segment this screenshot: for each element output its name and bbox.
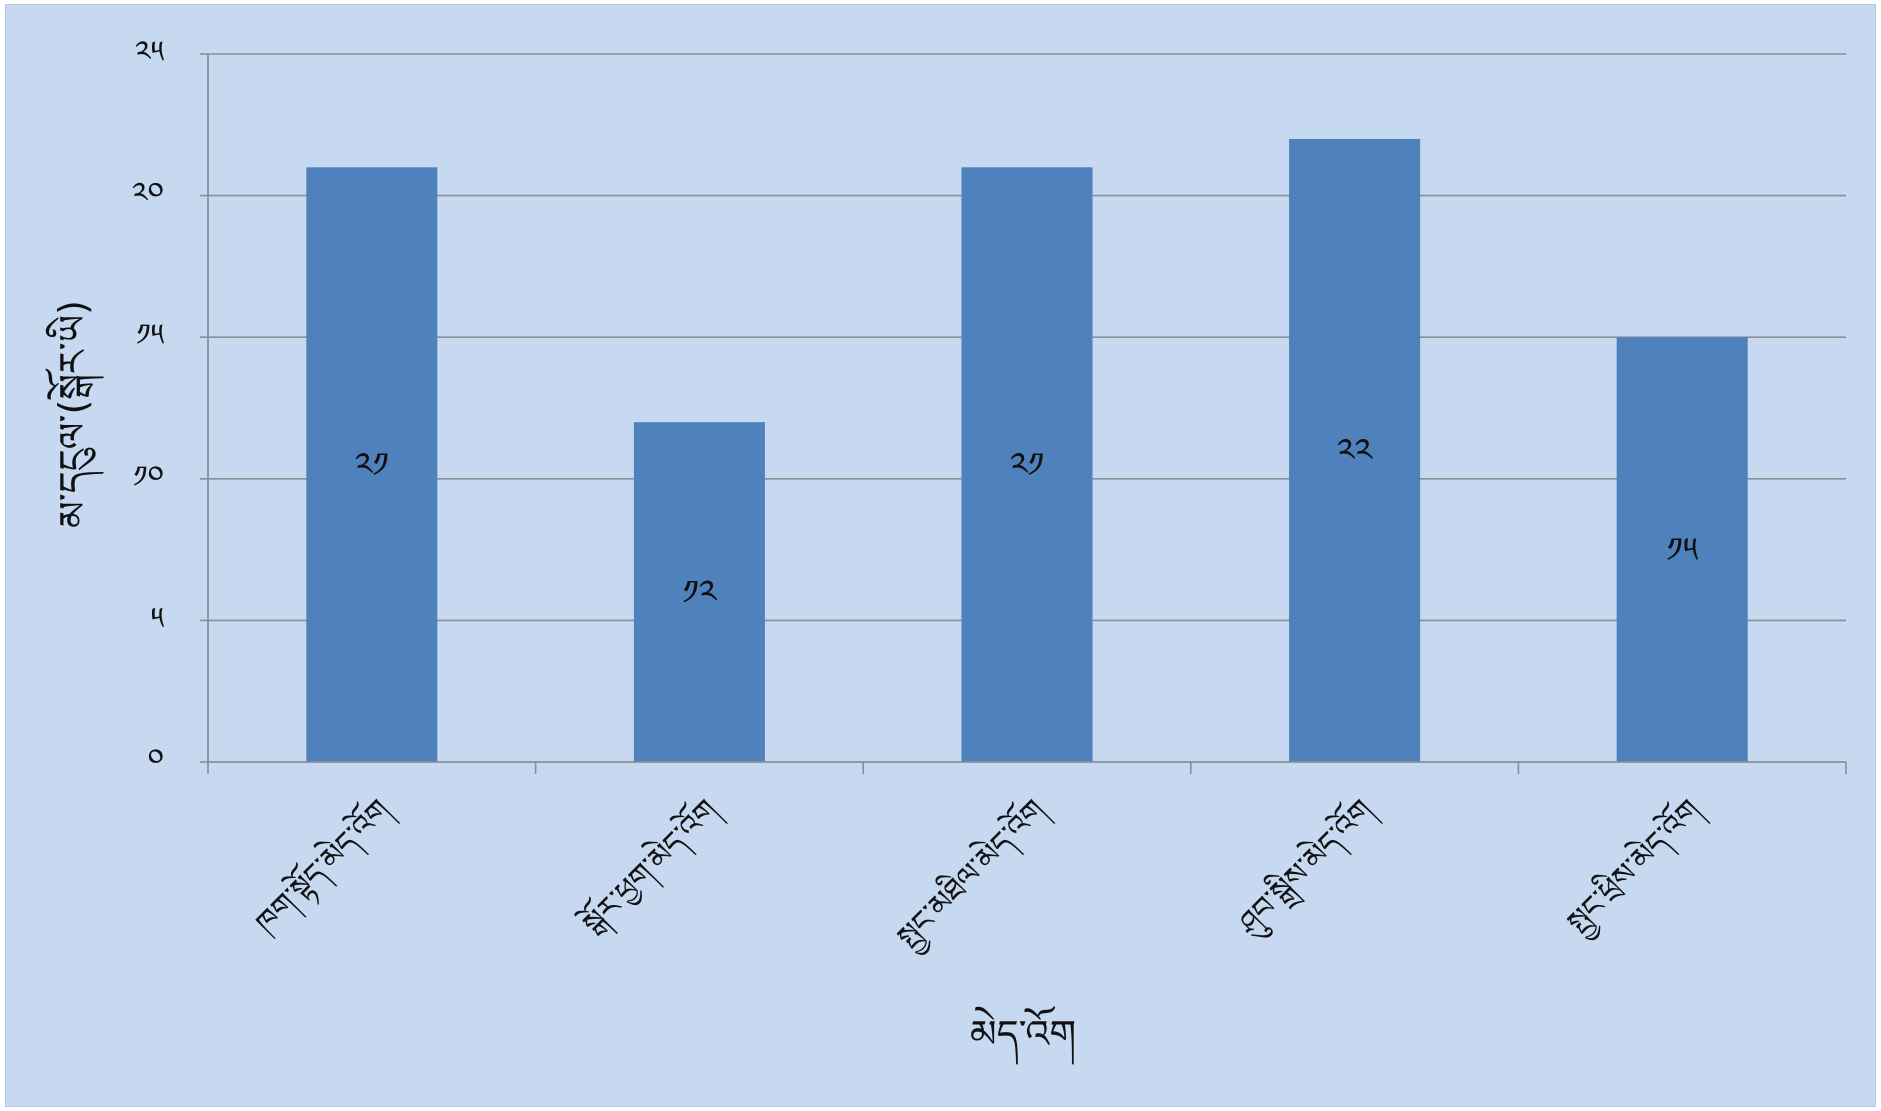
y-tick-label: ༠	[148, 743, 164, 778]
bar	[1616, 337, 1748, 762]
x-category-label: སྒོར་ཕྱག་མེད་འོག	[571, 789, 730, 948]
x-category-labels: ཁག་སྟོད་མེད་འོག སྒོར་ཕྱག་མེད་འོག སྤྱང་མཐིལ…	[245, 789, 1713, 960]
y-tick-label: ༡༠	[133, 460, 164, 495]
x-category-label: སྤྱང་མཐིལ་མེད་འོག	[886, 789, 1057, 960]
y-tick-label: ༡༥	[136, 318, 165, 353]
x-category-label: ཤུབ་སྒྲིས་མེད་འོག	[1227, 789, 1385, 947]
y-axis-title: མ་དངུལ་(སྒོར་ཡི)	[45, 300, 104, 528]
axes	[200, 53, 1847, 774]
bar	[633, 422, 765, 762]
x-axis-title: མེད་འོག	[970, 1006, 1076, 1065]
chart-frame: ༠ ༥ ༡༠ ༡༥ ༢༠ ༢༥ ཁག་སྟོད་མེད་འོག སྒོར་ཕྱག་མེད་འ…	[5, 4, 1876, 1107]
y-tick-label: ༢༠	[132, 177, 164, 212]
x-category-label: ཁག་སྟོད་མེད་འོག	[245, 789, 402, 946]
bar-chart: ༠ ༥ ༡༠ ༡༥ ༢༠ ༢༥ ཁག་སྟོད་མེད་འོག སྒོར་ཕྱག་མེད་འ…	[45, 35, 1847, 1065]
y-tick-label: ༢༥	[135, 35, 165, 70]
data-label: ༡༥	[1666, 531, 1698, 571]
bars	[306, 138, 1748, 762]
data-label: ༢༢	[1337, 431, 1374, 471]
x-category-label: སྤྱང་ཕྲིས་མེད་འོག	[1556, 789, 1713, 946]
data-label: ༡༢	[682, 573, 717, 613]
bar	[1289, 138, 1421, 762]
y-tick-label: ༥	[151, 601, 165, 636]
data-labels: ༢༡ ༡༢ ༢༡ ༢༢ ༡༥	[355, 431, 1699, 613]
y-tick-labels: ༠ ༥ ༡༠ ༡༥ ༢༠ ༢༥	[132, 35, 165, 778]
bar	[961, 167, 1093, 762]
data-label: ༢༡	[355, 446, 389, 486]
data-label: ༢༡	[1010, 446, 1044, 486]
bar	[306, 167, 438, 762]
